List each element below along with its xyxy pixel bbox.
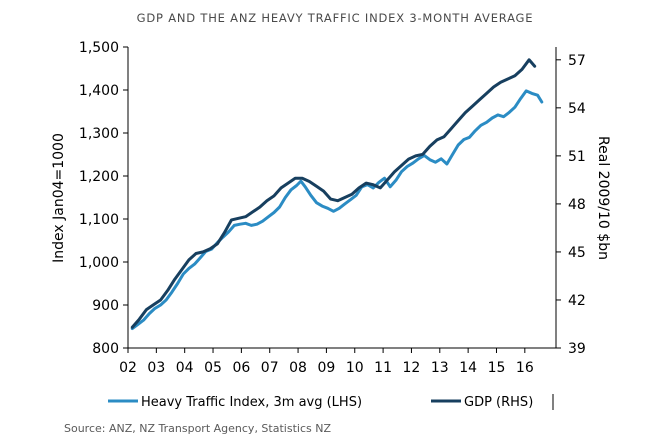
x-tick-label: 02	[119, 360, 137, 376]
x-axis-ticks: 02 03 04 05 06 07 08 09 10 11 12 13 14 15 16	[119, 348, 534, 376]
y-axis-label-right: Real 2009/10 $bn	[595, 136, 611, 260]
x-tick-label: 16	[516, 360, 534, 376]
legend-label-gdp: GDP (RHS)	[464, 395, 533, 410]
x-tick-label: 12	[403, 360, 421, 376]
series-layer	[130, 58, 544, 331]
y-axis-label-left: Index Jan04=1000	[51, 133, 67, 263]
left-tick-label: 1,500	[79, 40, 119, 56]
x-tick-label: 08	[289, 360, 307, 376]
left-tick-label: 1,200	[79, 169, 119, 185]
left-tick-label: 1,100	[79, 212, 119, 228]
x-tick-label: 03	[147, 360, 165, 376]
left-tick-label: 800	[92, 341, 119, 357]
legend-label-heavy-traffic: Heavy Traffic Index, 3m avg (LHS)	[141, 395, 362, 410]
right-tick-label: 42	[568, 293, 586, 309]
left-tick-label: 1,300	[79, 126, 119, 142]
right-axis-ticks: 39 42 45 48 51 54 57	[556, 53, 586, 357]
left-tick-label: 1,000	[79, 255, 119, 271]
left-axis-ticks: 800 900 1,000 1,100 1,200 1,300 1,400 1,500	[79, 40, 128, 357]
right-tick-label: 39	[568, 341, 586, 357]
right-tick-label: 45	[568, 245, 586, 261]
x-tick-label: 06	[232, 360, 250, 376]
series-line-gdp	[130, 58, 537, 329]
source-note: Source: ANZ, NZ Transport Agency, Statis…	[64, 422, 331, 435]
right-tick-label: 48	[568, 197, 586, 213]
x-tick-label: 04	[176, 360, 194, 376]
x-tick-label: 05	[204, 360, 222, 376]
left-tick-label: 900	[92, 298, 119, 314]
x-tick-label: 10	[346, 360, 364, 376]
legend: Heavy Traffic Index, 3m avg (LHS) GDP (R…	[108, 394, 554, 410]
chart-title: GDP AND THE ANZ HEAVY TRAFFIC INDEX 3-MO…	[137, 11, 534, 25]
x-tick-label: 14	[459, 360, 477, 376]
right-tick-label: 54	[568, 101, 586, 117]
x-tick-label: 11	[374, 360, 392, 376]
series-line-heavy-traffic	[130, 89, 544, 331]
x-tick-label: 09	[317, 360, 335, 376]
x-tick-label: 07	[261, 360, 279, 376]
right-tick-label: 57	[568, 53, 586, 69]
x-tick-label: 15	[488, 360, 506, 376]
left-tick-label: 1,400	[79, 83, 119, 99]
x-tick-label: 13	[431, 360, 449, 376]
right-tick-label: 51	[568, 149, 586, 165]
